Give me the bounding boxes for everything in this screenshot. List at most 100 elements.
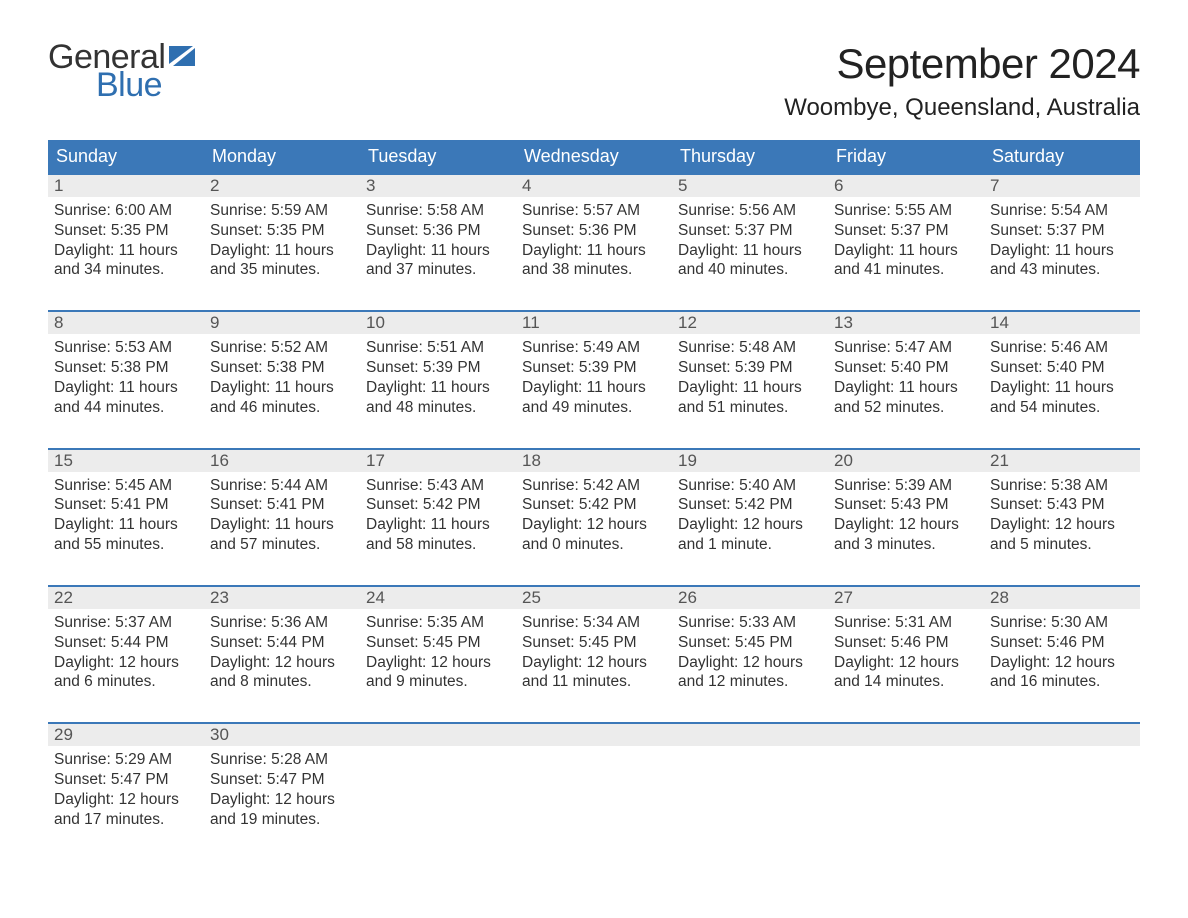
daylight-line: Daylight: 11 hours and 34 minutes.: [54, 241, 198, 281]
calendar-day: 9Sunrise: 5:52 AMSunset: 5:38 PMDaylight…: [204, 311, 360, 448]
day-body: Sunrise: 5:40 AMSunset: 5:42 PMDaylight:…: [672, 472, 828, 585]
calendar-week: 29Sunrise: 5:29 AMSunset: 5:47 PMDayligh…: [48, 723, 1140, 859]
day-body: Sunrise: 5:57 AMSunset: 5:36 PMDaylight:…: [516, 197, 672, 310]
day-body: Sunrise: 5:58 AMSunset: 5:36 PMDaylight:…: [360, 197, 516, 310]
daylight-line: Daylight: 11 hours and 58 minutes.: [366, 515, 510, 555]
day-number: 8: [48, 312, 204, 334]
sunset-line: Sunset: 5:39 PM: [366, 358, 510, 378]
daylight-line: Daylight: 12 hours and 9 minutes.: [366, 653, 510, 693]
day-body: Sunrise: 5:39 AMSunset: 5:43 PMDaylight:…: [828, 472, 984, 585]
day-body: Sunrise: 5:31 AMSunset: 5:46 PMDaylight:…: [828, 609, 984, 722]
daylight-line: Daylight: 12 hours and 1 minute.: [678, 515, 822, 555]
day-body: Sunrise: 5:44 AMSunset: 5:41 PMDaylight:…: [204, 472, 360, 585]
day-number: 15: [48, 450, 204, 472]
sunrise-line: Sunrise: 5:33 AM: [678, 613, 822, 633]
sunrise-line: Sunrise: 5:51 AM: [366, 338, 510, 358]
sunset-line: Sunset: 5:44 PM: [210, 633, 354, 653]
calendar-day: 15Sunrise: 5:45 AMSunset: 5:41 PMDayligh…: [48, 449, 204, 586]
page-title: September 2024: [784, 40, 1140, 88]
day-number: [828, 724, 984, 746]
calendar-week: 15Sunrise: 5:45 AMSunset: 5:41 PMDayligh…: [48, 449, 1140, 586]
weekday-header: Saturday: [984, 140, 1140, 174]
sunrise-line: Sunrise: 5:36 AM: [210, 613, 354, 633]
weekday-header: Monday: [204, 140, 360, 174]
sunrise-line: Sunrise: 5:43 AM: [366, 476, 510, 496]
day-body: Sunrise: 5:33 AMSunset: 5:45 PMDaylight:…: [672, 609, 828, 722]
sunset-line: Sunset: 5:35 PM: [54, 221, 198, 241]
daylight-line: Daylight: 12 hours and 3 minutes.: [834, 515, 978, 555]
sunrise-line: Sunrise: 5:42 AM: [522, 476, 666, 496]
header: General Blue September 2024 Woombye, Que…: [48, 40, 1140, 136]
weekday-header: Sunday: [48, 140, 204, 174]
day-body: Sunrise: 5:35 AMSunset: 5:45 PMDaylight:…: [360, 609, 516, 722]
calendar-day: 30Sunrise: 5:28 AMSunset: 5:47 PMDayligh…: [204, 723, 360, 859]
day-number: [516, 724, 672, 746]
sunset-line: Sunset: 5:44 PM: [54, 633, 198, 653]
day-body: Sunrise: 5:37 AMSunset: 5:44 PMDaylight:…: [48, 609, 204, 722]
calendar-day: 3Sunrise: 5:58 AMSunset: 5:36 PMDaylight…: [360, 174, 516, 311]
day-body: Sunrise: 5:29 AMSunset: 5:47 PMDaylight:…: [48, 746, 204, 859]
sunset-line: Sunset: 5:45 PM: [366, 633, 510, 653]
calendar-week: 1Sunrise: 6:00 AMSunset: 5:35 PMDaylight…: [48, 174, 1140, 311]
day-number: 3: [360, 175, 516, 197]
calendar-day: [360, 723, 516, 859]
weekday-header: Friday: [828, 140, 984, 174]
calendar-day: 29Sunrise: 5:29 AMSunset: 5:47 PMDayligh…: [48, 723, 204, 859]
day-number: 13: [828, 312, 984, 334]
daylight-line: Daylight: 11 hours and 55 minutes.: [54, 515, 198, 555]
sunrise-line: Sunrise: 5:30 AM: [990, 613, 1134, 633]
daylight-line: Daylight: 11 hours and 40 minutes.: [678, 241, 822, 281]
calendar-day: 11Sunrise: 5:49 AMSunset: 5:39 PMDayligh…: [516, 311, 672, 448]
day-body: Sunrise: 5:49 AMSunset: 5:39 PMDaylight:…: [516, 334, 672, 447]
day-body: Sunrise: 5:45 AMSunset: 5:41 PMDaylight:…: [48, 472, 204, 585]
day-number: 12: [672, 312, 828, 334]
day-number: 19: [672, 450, 828, 472]
sunset-line: Sunset: 5:40 PM: [834, 358, 978, 378]
day-body: [984, 746, 1140, 780]
sunrise-line: Sunrise: 5:39 AM: [834, 476, 978, 496]
day-number: 1: [48, 175, 204, 197]
brand-logo: General Blue: [48, 40, 203, 102]
sunrise-line: Sunrise: 5:37 AM: [54, 613, 198, 633]
day-number: 11: [516, 312, 672, 334]
day-body: Sunrise: 5:34 AMSunset: 5:45 PMDaylight:…: [516, 609, 672, 722]
sunrise-line: Sunrise: 5:28 AM: [210, 750, 354, 770]
calendar-header: SundayMondayTuesdayWednesdayThursdayFrid…: [48, 140, 1140, 174]
sunrise-line: Sunrise: 5:52 AM: [210, 338, 354, 358]
sunset-line: Sunset: 5:46 PM: [990, 633, 1134, 653]
calendar-week: 8Sunrise: 5:53 AMSunset: 5:38 PMDaylight…: [48, 311, 1140, 448]
calendar-day: [516, 723, 672, 859]
sunrise-line: Sunrise: 5:58 AM: [366, 201, 510, 221]
sunrise-line: Sunrise: 5:35 AM: [366, 613, 510, 633]
calendar-day: [828, 723, 984, 859]
day-number: 16: [204, 450, 360, 472]
sunset-line: Sunset: 5:37 PM: [834, 221, 978, 241]
day-number: 6: [828, 175, 984, 197]
sunrise-line: Sunrise: 5:29 AM: [54, 750, 198, 770]
day-number: 2: [204, 175, 360, 197]
day-number: 22: [48, 587, 204, 609]
calendar-day: 20Sunrise: 5:39 AMSunset: 5:43 PMDayligh…: [828, 449, 984, 586]
day-number: 20: [828, 450, 984, 472]
daylight-line: Daylight: 12 hours and 12 minutes.: [678, 653, 822, 693]
sunrise-line: Sunrise: 5:57 AM: [522, 201, 666, 221]
sunset-line: Sunset: 5:37 PM: [678, 221, 822, 241]
sunrise-line: Sunrise: 6:00 AM: [54, 201, 198, 221]
location: Woombye, Queensland, Australia: [784, 94, 1140, 122]
sunrise-line: Sunrise: 5:53 AM: [54, 338, 198, 358]
calendar-day: 18Sunrise: 5:42 AMSunset: 5:42 PMDayligh…: [516, 449, 672, 586]
day-body: Sunrise: 5:46 AMSunset: 5:40 PMDaylight:…: [984, 334, 1140, 447]
day-number: 26: [672, 587, 828, 609]
day-body: [360, 746, 516, 780]
sunrise-line: Sunrise: 5:49 AM: [522, 338, 666, 358]
sunrise-line: Sunrise: 5:34 AM: [522, 613, 666, 633]
calendar-day: 13Sunrise: 5:47 AMSunset: 5:40 PMDayligh…: [828, 311, 984, 448]
calendar-day: 26Sunrise: 5:33 AMSunset: 5:45 PMDayligh…: [672, 586, 828, 723]
daylight-line: Daylight: 11 hours and 48 minutes.: [366, 378, 510, 418]
calendar-table: SundayMondayTuesdayWednesdayThursdayFrid…: [48, 140, 1140, 860]
day-body: Sunrise: 5:56 AMSunset: 5:37 PMDaylight:…: [672, 197, 828, 310]
daylight-line: Daylight: 11 hours and 35 minutes.: [210, 241, 354, 281]
day-number: 30: [204, 724, 360, 746]
sunset-line: Sunset: 5:39 PM: [522, 358, 666, 378]
day-body: Sunrise: 5:28 AMSunset: 5:47 PMDaylight:…: [204, 746, 360, 859]
